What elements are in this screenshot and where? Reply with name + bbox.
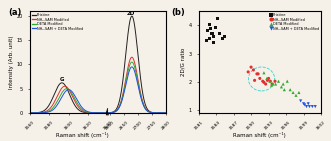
Point [296, 91, 302, 94]
Point [293, 94, 299, 96]
Text: (b): (b) [172, 8, 185, 17]
Point [211, 42, 216, 44]
Point [304, 105, 309, 108]
Point [270, 83, 275, 85]
Point [269, 84, 274, 86]
Point [211, 35, 216, 37]
Point [279, 86, 284, 88]
Point [280, 83, 286, 85]
Point [272, 80, 278, 82]
Point [312, 105, 318, 108]
Point [261, 81, 266, 83]
Point [307, 105, 312, 108]
Point [273, 83, 278, 85]
Legend: Pristine, NH₂-SAM Modified, DETA Modified, NH₂-SAM + DETA Modified: Pristine, NH₂-SAM Modified, DETA Modifie… [270, 13, 319, 31]
Point [222, 36, 227, 38]
Point [207, 38, 212, 40]
Point [208, 28, 213, 30]
Point [265, 79, 270, 81]
Point [261, 72, 266, 74]
Point [267, 80, 272, 82]
Point [204, 40, 209, 42]
Point [217, 32, 222, 34]
Text: G: G [60, 77, 64, 82]
Point [207, 24, 212, 26]
Point [276, 80, 281, 82]
Point [256, 73, 261, 75]
Point [290, 91, 296, 94]
Point [302, 104, 307, 106]
Point [254, 73, 260, 75]
Y-axis label: 2D/G ratio: 2D/G ratio [181, 48, 186, 76]
Legend: Pristine, NH₂-SAM Modified, DETA Modified, NH₂-SAM + DETA Modified: Pristine, NH₂-SAM Modified, DETA Modifie… [31, 13, 83, 31]
Point [205, 29, 211, 32]
Point [251, 69, 256, 71]
Point [298, 100, 303, 102]
Point [257, 77, 262, 80]
Point [282, 89, 287, 91]
Point [249, 66, 254, 68]
Point [213, 27, 218, 29]
Point [246, 71, 251, 73]
Point [263, 83, 268, 85]
Point [301, 103, 306, 105]
Point [269, 83, 275, 85]
Point [252, 79, 257, 81]
Text: 2D: 2D [126, 11, 135, 16]
Y-axis label: Intensity (Arb. unit): Intensity (Arb. unit) [9, 35, 14, 89]
Point [264, 77, 269, 80]
Point [260, 80, 265, 82]
Point [310, 105, 315, 108]
Point [214, 17, 220, 19]
Point [268, 80, 273, 82]
Text: Raman shift (cm⁻¹): Raman shift (cm⁻¹) [56, 132, 109, 138]
Point [220, 38, 225, 40]
Point [288, 89, 293, 91]
X-axis label: Raman shift (cm⁻¹): Raman shift (cm⁻¹) [233, 132, 286, 138]
Point [266, 77, 271, 80]
Point [285, 80, 290, 82]
Point [306, 103, 311, 105]
Point [210, 32, 215, 34]
Text: (a): (a) [8, 8, 22, 17]
